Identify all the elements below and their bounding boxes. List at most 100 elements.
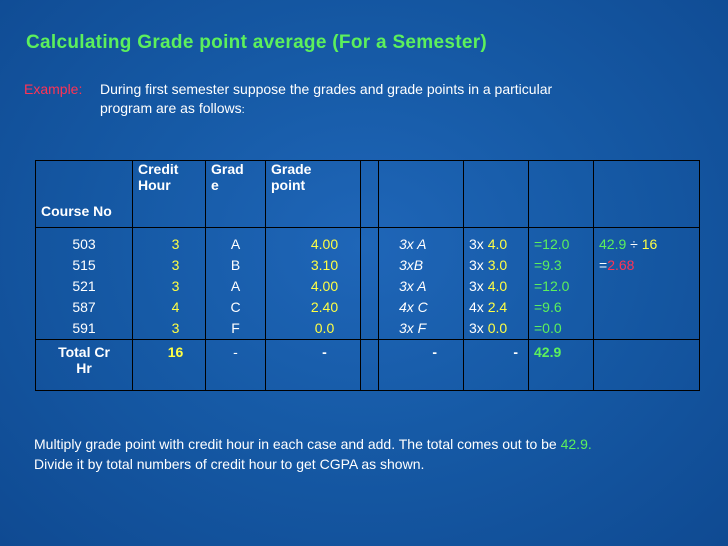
result-cell: =0.0: [534, 320, 562, 336]
course-cell: 591: [72, 320, 96, 336]
calculation-cell: 4x 2.4: [469, 297, 523, 318]
gpa-total-credits: 16: [641, 236, 658, 252]
course-cell: 587: [72, 299, 96, 315]
total-label-line-1: Total Cr: [58, 344, 110, 360]
total-spacer: [360, 339, 379, 391]
total-grade: -: [205, 339, 266, 391]
result-cell: =12.0: [534, 278, 570, 294]
header-grade-line-1: Grad: [211, 161, 244, 177]
footer-line-2: Divide it by total numbers of credit hou…: [34, 456, 425, 472]
expression-cell: 3xB: [399, 257, 424, 273]
gpa-total-points: 42.9: [599, 236, 627, 252]
course-column: 503 515 521 587 591: [35, 227, 133, 340]
example-line-2-text: program are as follows: [100, 100, 242, 116]
expression-column: 3x A 3xB 3x A 4x C 3x F: [378, 227, 464, 340]
credit-cell: 3: [171, 236, 180, 252]
header-credit-hour: Credit Hour: [132, 160, 206, 228]
calculation-prefix: 3x: [469, 278, 488, 294]
total-label: Total Cr Hr: [35, 339, 133, 391]
header-grade: Grad e: [205, 160, 266, 228]
header-credit-hour-line-1: Credit: [138, 161, 179, 177]
credit-cell: 4: [171, 299, 180, 315]
grade-cell: B: [230, 257, 241, 273]
total-calculation: -: [463, 339, 529, 391]
calculation-cell: 3x 4.0: [469, 276, 523, 297]
grade-cell: F: [231, 320, 240, 336]
calculation-column: 3x 4.0 3x 3.0 3x 4.0 4x 2.4 3x 0.0: [463, 227, 529, 340]
calculation-cell: 3x 0.0: [469, 318, 523, 339]
gpa-column: 42.9 ÷ 16 =2.68: [593, 227, 700, 340]
grade-point-cell: 2.40: [310, 299, 339, 315]
credit-column: 3 3 3 4 3: [132, 227, 206, 340]
table-body-row: 503 515 521 587 591 3 3 3 4 3 A B A C F …: [35, 227, 700, 340]
grade-point-column: 4.00 3.10 4.00 2.40 0.0: [265, 227, 361, 340]
result-cell: =9.6: [534, 299, 562, 315]
gpa-result: =2.68: [599, 255, 694, 276]
footer-total-value: 42.9.: [560, 436, 592, 452]
total-result: 42.9: [528, 339, 594, 391]
calculation-prefix: 3x: [469, 257, 488, 273]
header-course-no: Course No: [35, 160, 133, 228]
grade-cell: C: [230, 299, 241, 315]
total-credit: 16: [132, 339, 206, 391]
grade-point-cell: 4.00: [310, 236, 339, 252]
course-cell: 503: [72, 236, 96, 252]
total-gpa-empty: [593, 339, 700, 391]
expression-cell: 3x A: [399, 278, 427, 294]
header-empty-1: [378, 160, 464, 228]
header-empty-3: [528, 160, 594, 228]
gpa-value: 2.68: [607, 257, 635, 273]
course-cell: 521: [72, 278, 96, 294]
expression-cell: 3x A: [399, 236, 427, 252]
header-grade-point-line-2: point: [271, 177, 306, 193]
header-grade-point: Grade point: [265, 160, 361, 228]
expression-cell: 3x F: [399, 320, 427, 336]
footer-line-1: Multiply grade point with credit hour in…: [34, 434, 592, 454]
gpa-equals-sign: =: [599, 257, 608, 273]
gpa-divide-sign: ÷: [626, 236, 642, 252]
total-point: -: [265, 339, 361, 391]
header-grade-point-line-1: Grade: [271, 161, 312, 177]
spacer-column: [360, 227, 379, 340]
header-empty-2: [463, 160, 529, 228]
header-spacer: [360, 160, 379, 228]
example-line-2: program are as follows:: [100, 99, 245, 120]
footer-line-1-text: Multiply grade point with credit hour in…: [34, 436, 561, 452]
footer-text: Multiply grade point with credit hour in…: [34, 434, 592, 474]
grade-point-cell: 4.00: [310, 278, 339, 294]
result-cell: =9.3: [534, 257, 562, 273]
grade-point-cell: 0.0: [314, 320, 335, 336]
grade-cell: A: [230, 278, 241, 294]
example-line-2-colon: :: [241, 104, 245, 116]
credit-cell: 3: [171, 257, 180, 273]
grade-point-cell: 3.10: [310, 257, 339, 273]
example-line-1: During first semester suppose the grades…: [100, 81, 553, 97]
calculation-prefix: 3x: [469, 236, 488, 252]
result-column: =12.0 =9.3 =12.0 =9.6 =0.0: [528, 227, 594, 340]
calculation-prefix: 3x: [469, 320, 488, 336]
gpa-division: 42.9 ÷ 16: [599, 234, 694, 255]
calculation-cell: 3x 4.0: [469, 234, 523, 255]
calculation-value: 0.0: [487, 320, 508, 336]
calculation-prefix: 4x: [469, 299, 488, 315]
calculation-value: 3.0: [487, 257, 508, 273]
table-header-row: Course No Credit Hour Grad e Grade point: [35, 160, 700, 228]
page-title: Calculating Grade point average (For a S…: [26, 32, 488, 53]
credit-cell: 3: [171, 278, 180, 294]
calculation-cell: 3x 3.0: [469, 255, 523, 276]
expression-cell: 4x C: [399, 299, 428, 315]
table-total-row: Total Cr Hr 16 - - - - 42.9: [35, 339, 700, 391]
calculation-value: 4.0: [487, 278, 508, 294]
header-credit-hour-line-2: Hour: [138, 177, 171, 193]
total-expression: -: [378, 339, 464, 391]
grade-column: A B A C F: [205, 227, 266, 340]
grade-cell: A: [230, 236, 241, 252]
grade-table: Course No Credit Hour Grad e Grade point 50…: [35, 160, 700, 391]
credit-cell: 3: [171, 320, 180, 336]
result-cell: =12.0: [534, 236, 570, 252]
example-label: Example:: [24, 81, 83, 97]
course-cell: 515: [72, 257, 96, 273]
header-empty-4: [593, 160, 700, 228]
calculation-value: 2.4: [487, 299, 508, 315]
example-text: Example: During first semester suppose t…: [24, 80, 552, 116]
